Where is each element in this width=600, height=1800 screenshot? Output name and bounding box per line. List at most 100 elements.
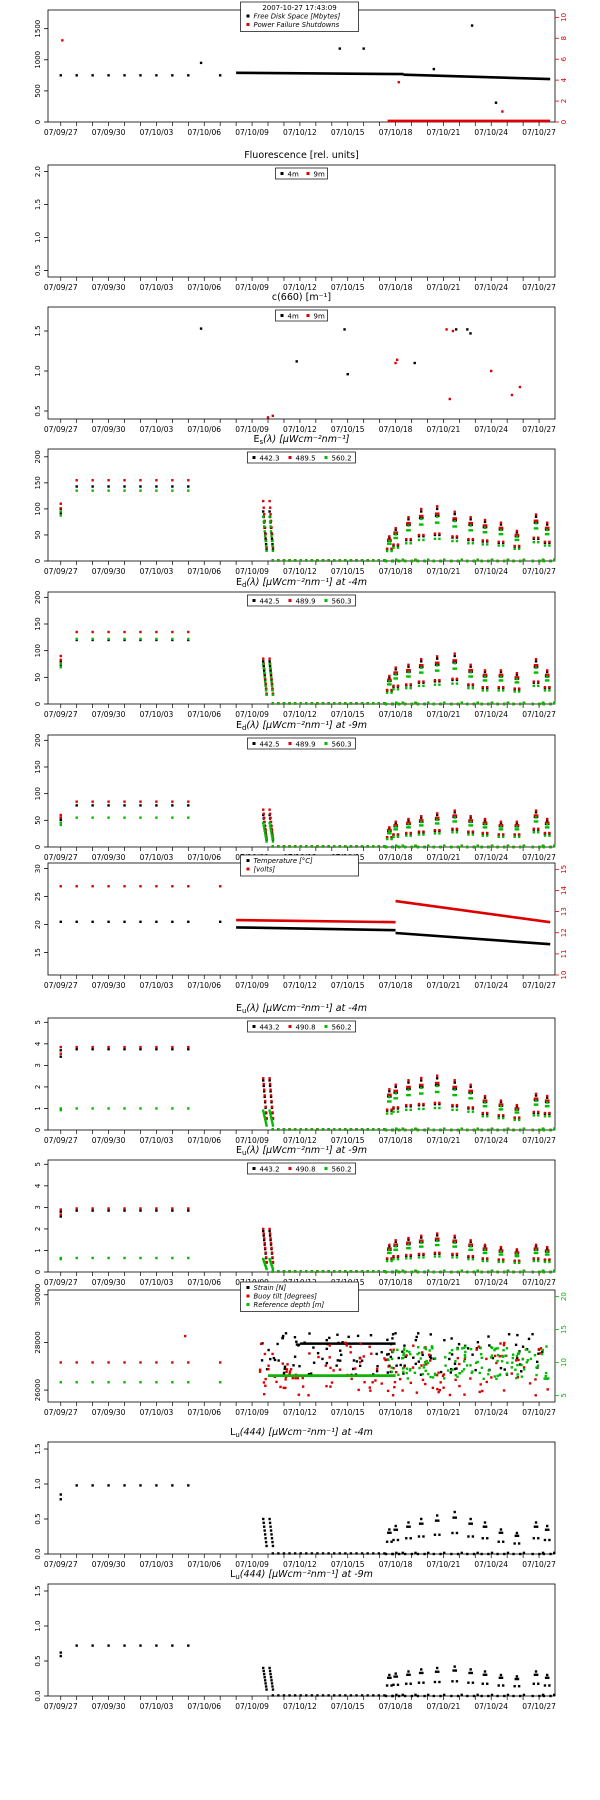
x-tick-label: 07/10/06 — [187, 1278, 221, 1287]
legend-marker — [324, 599, 328, 602]
data-point — [187, 800, 190, 803]
data-point — [437, 1237, 440, 1240]
data-point — [388, 676, 391, 679]
data-point — [358, 1360, 362, 1364]
data-point — [534, 658, 538, 661]
data-point — [385, 547, 389, 550]
data-point — [91, 479, 94, 482]
data-point — [391, 1694, 394, 1698]
data-point — [59, 818, 62, 822]
data-point — [533, 1247, 537, 1250]
legend-label: [volts] — [254, 866, 276, 874]
data-point — [271, 693, 275, 696]
data-point — [455, 535, 459, 538]
data-point — [534, 513, 538, 516]
data-point — [316, 1351, 320, 1355]
data-point — [387, 1531, 390, 1534]
data-point — [399, 1363, 402, 1367]
data-point — [394, 528, 397, 531]
data-point — [427, 1372, 430, 1376]
data-point — [271, 546, 275, 549]
data-point — [362, 1355, 365, 1358]
legend-label: 560.2 — [332, 1166, 352, 1174]
data-point — [466, 1347, 470, 1350]
data-point — [517, 835, 521, 838]
data-point — [517, 1685, 521, 1688]
data-point — [282, 845, 286, 848]
data-point — [155, 489, 158, 492]
data-point — [391, 559, 394, 563]
data-point — [438, 1251, 441, 1254]
data-point — [451, 827, 454, 830]
data-point — [516, 1111, 520, 1114]
x-tick-label: 07/10/09 — [235, 981, 269, 990]
data-point — [392, 1538, 395, 1542]
data-point — [516, 538, 520, 542]
data-point — [352, 1359, 356, 1362]
data-point — [516, 1333, 519, 1337]
x-tick-label: 07/10/06 — [187, 853, 221, 862]
data-point — [545, 528, 549, 532]
data-point — [471, 1681, 475, 1684]
data-point — [59, 1107, 62, 1110]
data-point — [432, 559, 436, 563]
data-point — [481, 831, 484, 835]
data-point — [339, 1349, 342, 1352]
data-point — [357, 1388, 360, 1392]
data-point — [273, 1358, 277, 1362]
data-point — [490, 701, 494, 705]
legend-marker — [252, 1025, 256, 1028]
data-point — [187, 1207, 190, 1210]
data-point — [402, 1352, 405, 1355]
y-tick-label: 1.5 — [34, 1585, 42, 1596]
data-point — [263, 1117, 267, 1121]
data-point — [469, 1517, 472, 1521]
y2-tick-label: 13 — [560, 907, 568, 916]
data-point — [437, 1090, 440, 1094]
data-point — [394, 668, 397, 671]
data-point — [288, 559, 291, 562]
data-point — [452, 1669, 455, 1672]
data-point — [282, 1128, 286, 1131]
data-point — [316, 1694, 319, 1697]
data-point — [442, 701, 446, 705]
y2-tick-label: 20 — [560, 1292, 568, 1301]
data-point — [471, 686, 475, 690]
data-point — [453, 512, 456, 516]
data-point — [395, 677, 399, 680]
data-point — [264, 1256, 268, 1259]
data-point — [384, 845, 388, 849]
data-point — [408, 826, 411, 829]
data-point — [392, 1366, 395, 1370]
legend-label: 560.2 — [332, 455, 352, 463]
data-point — [449, 1371, 453, 1374]
data-point — [271, 1544, 275, 1548]
data-point — [499, 1250, 503, 1254]
data-point — [467, 537, 470, 541]
data-point — [434, 816, 438, 820]
data-point — [406, 1525, 409, 1528]
data-point — [375, 1369, 379, 1373]
data-point — [493, 1348, 496, 1352]
data-point — [465, 1364, 469, 1367]
data-point — [107, 1048, 110, 1051]
data-point — [503, 559, 506, 563]
data-point — [405, 1371, 408, 1375]
data-point — [297, 1344, 300, 1347]
data-point — [59, 666, 62, 669]
data-point — [59, 1654, 62, 1658]
data-point — [123, 1209, 126, 1212]
data-point — [543, 834, 547, 837]
data-point — [453, 1510, 456, 1514]
data-point — [484, 524, 488, 527]
data-point — [547, 1253, 550, 1256]
data-point — [187, 885, 190, 888]
y2-tick-label: 10 — [560, 971, 568, 980]
data-point — [481, 1389, 484, 1393]
data-point — [285, 1368, 289, 1371]
data-point — [490, 558, 494, 562]
data-point — [500, 828, 504, 831]
data-point — [500, 673, 504, 677]
data-point — [428, 1349, 431, 1352]
data-point — [395, 1089, 399, 1093]
